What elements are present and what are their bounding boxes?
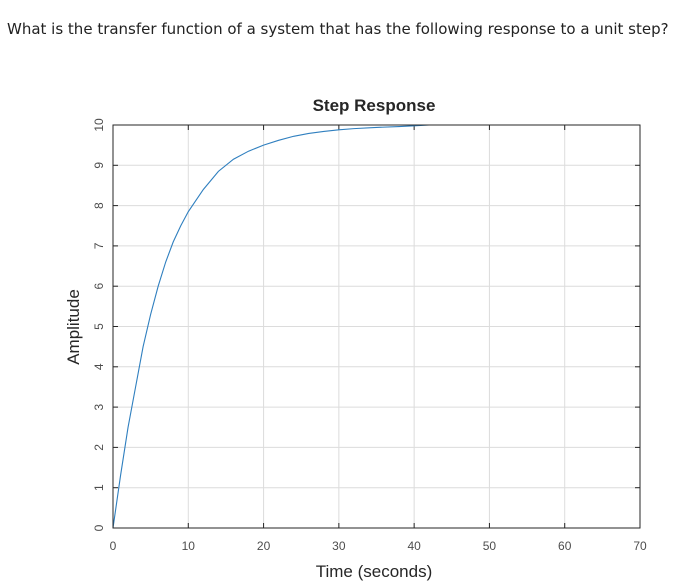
y-tick-label: 5 bbox=[92, 323, 106, 330]
y-axis-label: Amplitude bbox=[64, 289, 83, 365]
question-text: What is the transfer function of a syste… bbox=[7, 20, 669, 38]
x-tick-label: 20 bbox=[257, 539, 271, 553]
x-tick-label: 0 bbox=[110, 539, 117, 553]
y-tick-label: 6 bbox=[92, 283, 106, 290]
y-tick-label: 7 bbox=[92, 242, 106, 249]
x-tick-label: 50 bbox=[483, 539, 497, 553]
y-tick-label: 10 bbox=[92, 118, 106, 132]
y-tick-label: 1 bbox=[92, 484, 106, 491]
y-tick-label: 2 bbox=[92, 444, 106, 451]
x-tick-label: 30 bbox=[332, 539, 346, 553]
y-tick-label: 0 bbox=[92, 524, 106, 531]
grid-layer bbox=[113, 125, 640, 528]
y-tick-label: 4 bbox=[92, 363, 106, 370]
ticks-layer: 0 10 20 30 40 50 60 70 0 1 2 3 4 5 6 7 8 9 10 bbox=[92, 118, 647, 553]
y-tick-label: 8 bbox=[92, 202, 106, 209]
x-axis-label: Time (seconds) bbox=[316, 562, 433, 581]
y-tick-label: 3 bbox=[92, 403, 106, 410]
step-response-line bbox=[112, 124, 640, 529]
y-tick-label: 9 bbox=[92, 162, 106, 169]
x-tick-label: 70 bbox=[633, 539, 647, 553]
plot-frame bbox=[112, 124, 641, 529]
x-tick-label: 40 bbox=[407, 539, 421, 553]
x-tick-label: 10 bbox=[182, 539, 196, 553]
chart-title: Step Response bbox=[313, 96, 436, 115]
x-tick-label: 60 bbox=[558, 539, 572, 553]
